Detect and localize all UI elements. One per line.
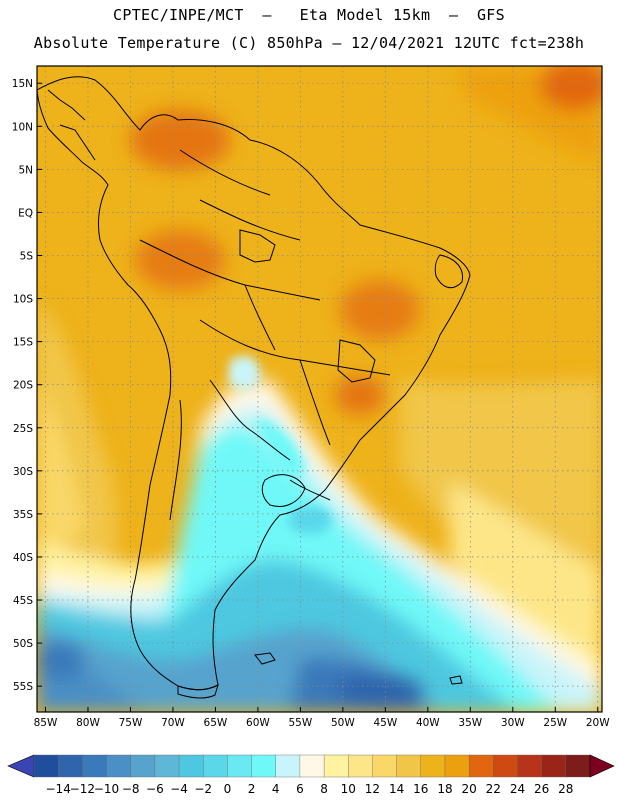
colorbar-label: 20 [461,782,476,796]
lon-tick-label: 35W [458,717,482,729]
lon-tick-label: 85W [34,717,58,729]
lon-tick-label: 25W [543,717,567,729]
colorbar-segment [396,754,422,778]
colorbar-segment [82,754,108,778]
lat-tick-label: 25S [13,423,33,435]
colorbar-label: −4 [170,782,188,796]
lon-tick-label: 50W [331,717,355,729]
lat-tick-label: 50S [13,638,33,650]
colorbar-label: 18 [437,782,452,796]
colorbar-segment [57,754,83,778]
lat-tick-label: 10N [12,121,33,133]
chart-title-line-2: Absolute Temperature (C) 850hPa – 12/04/… [33,34,585,52]
colorbar-low-arrow [7,754,35,778]
lon-tick-label: 55W [289,717,313,729]
colorbar-segment [420,754,446,778]
colorbar-label: −6 [146,782,164,796]
lat-tick-label: 45S [13,595,33,607]
colorbar-label: −12 [70,782,95,796]
colorbar-label: 24 [510,782,525,796]
colorbar-segment [299,754,325,778]
colorbar-label: −10 [94,782,119,796]
lat-tick-label: 35S [13,509,33,521]
lon-tick-label: 75W [119,717,143,729]
lon-tick-label: 65W [204,717,228,729]
lat-tick-label: EQ [18,207,33,219]
colorbar-label: −14 [46,782,71,796]
continent-outline [36,76,471,699]
lat-tick-label: 55S [13,681,33,693]
colorbar-label: 0 [224,782,232,796]
lat-tick-label: 40S [13,552,33,564]
colorbar-segment [372,754,398,778]
colorbar-segment [251,754,277,778]
colorbar-segment [106,754,132,778]
lon-tick-label: 45W [373,717,397,729]
colorbar-segment [323,754,349,778]
colorbar-label: 4 [272,782,280,796]
colorbar-label: 28 [558,782,573,796]
colorbar-high-arrow [589,754,615,778]
colorbar-label: 22 [486,782,501,796]
colorbar-segment [468,754,494,778]
colorbar-label: 26 [534,782,549,796]
colorbar-segment [33,754,59,778]
lon-tick-label: 80W [76,717,100,729]
chart-title-line-1: CPTEC/INPE/MCT – Eta Model 15km – GFS [113,6,505,24]
colorbar-segment [178,754,204,778]
lat-tick-label: 5S [20,250,34,262]
temperature-field [37,66,602,712]
lon-tick-label: 60W [246,717,270,729]
lat-tick-label: 20S [13,380,33,392]
lat-tick-label: 10S [13,294,33,306]
colorbar-segment [565,754,591,778]
colorbar-segment [517,754,543,778]
colorbar-segment [444,754,470,778]
lon-tick-label: 20W [586,717,610,729]
lat-tick-label: 15N [12,78,33,90]
lon-tick-label: 30W [501,717,525,729]
colorbar-label: 14 [389,782,404,796]
lat-tick-label: 5N [18,164,33,176]
map-frame [36,65,603,713]
colorbar-segment [203,754,228,778]
colorbar-label: 12 [365,782,380,796]
colorbar-segment [154,754,180,778]
latitude-axis: 15N 10N 5N EQ 5S 10S 15S 20S 25S 30S 35S 40S 45S 50S 5… [12,78,42,693]
colorbar-segment [130,754,156,778]
lon-tick-label: 70W [161,717,185,729]
lon-tick-label: 40W [416,717,440,729]
colorbar-segment [541,754,567,778]
lat-tick-label: 15S [13,337,33,349]
colorbar-label: 10 [341,782,356,796]
colorbar-segment [227,754,253,778]
colorbar-label: −2 [194,782,212,796]
colorbar-label: −8 [122,782,140,796]
colorbar-segment [493,754,518,778]
colorbar-label: 2 [248,782,256,796]
lat-tick-label: 30S [13,466,33,478]
longitude-axis: 85W 80W 75W 70W 65W 60W 55W 50W 45W 40W 35W 30W 25W 2… [34,707,610,729]
colorbar-label: 6 [296,782,304,796]
colorbar: −14−12−10 −8 −6 −4 −2 0 2 4 6 8 10 12 14 16 18 20 22 24 26… [7,754,615,796]
colorbar-label: 16 [413,782,428,796]
colorbar-label: 8 [320,782,328,796]
colorbar-segment [348,754,373,778]
colorbar-segment [275,754,301,778]
lat-lon-grid [37,66,602,712]
